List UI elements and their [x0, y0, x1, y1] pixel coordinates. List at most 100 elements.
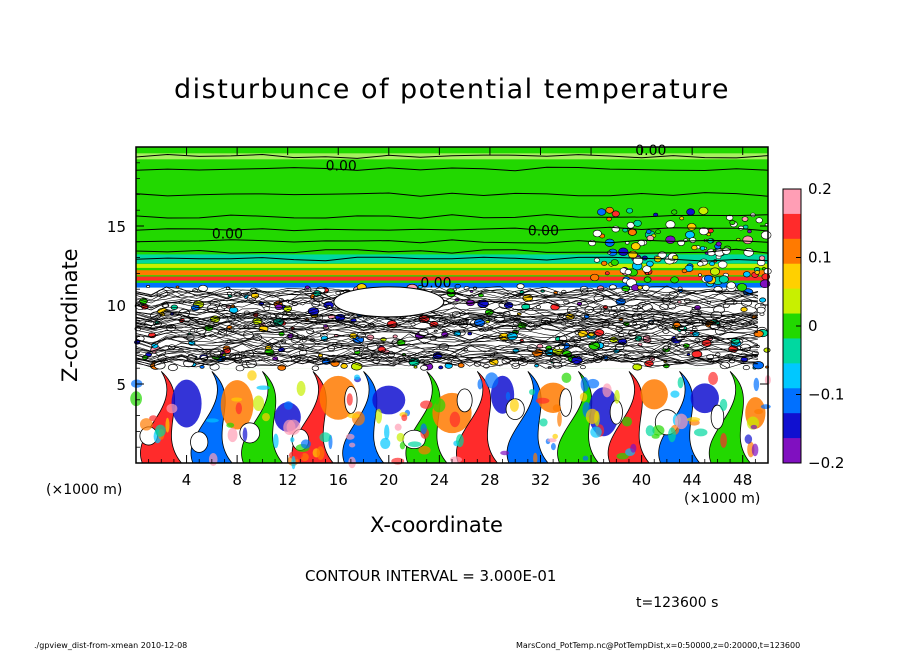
x-tick-label: 20 — [379, 471, 398, 489]
plume-hole — [456, 388, 473, 413]
mixed-blob — [742, 364, 750, 371]
lower-detail — [500, 450, 510, 456]
colorbar-tick-label: −0.2 — [808, 454, 844, 472]
contour-line — [135, 166, 769, 172]
lower-detail — [149, 415, 158, 422]
lower-detail — [399, 441, 406, 450]
contour-line — [135, 239, 769, 244]
contour-line — [135, 348, 758, 359]
mixed-blob — [438, 365, 444, 370]
lower-detail — [449, 411, 461, 428]
contour-line — [135, 285, 758, 297]
upper-turbulence — [643, 276, 652, 283]
mixed-blob — [534, 363, 539, 368]
upper-turbulence — [698, 227, 709, 236]
upper-turbulence — [698, 206, 709, 215]
contour-line — [135, 312, 758, 324]
x-tick-label: 8 — [232, 471, 242, 489]
lower-detail — [552, 433, 558, 440]
lower-detail — [346, 393, 353, 406]
upper-turbulence — [715, 241, 722, 247]
upper-turbulence — [741, 216, 749, 222]
y-tick-label: 10 — [107, 297, 126, 315]
mixed-blob — [506, 332, 518, 341]
mixed-blob — [759, 297, 767, 303]
x-tick-label: 32 — [531, 471, 550, 489]
mixed-blob — [756, 306, 766, 314]
plume — [557, 371, 600, 464]
upper-turbulence — [722, 247, 731, 255]
lower-detail — [347, 413, 360, 419]
y-tick-label: 5 — [116, 376, 126, 394]
upper-turbulence — [742, 224, 749, 230]
mixed-blob — [457, 362, 465, 368]
upper-turbulence — [726, 281, 736, 290]
upper-turbulence — [610, 259, 619, 266]
lower-detail — [668, 427, 676, 443]
contour-line — [135, 356, 758, 369]
lower-detail — [394, 423, 402, 431]
mixed-blob — [536, 343, 544, 349]
contour-line — [135, 306, 758, 318]
contour-line — [135, 332, 758, 346]
time-label: t=123600 s — [636, 595, 719, 611]
plume-hole — [710, 404, 725, 430]
chart-title: disturbunce of potential temperature — [174, 74, 730, 105]
mixed-blob — [367, 342, 379, 351]
lower-detail — [166, 403, 178, 414]
lower-detail — [645, 425, 655, 437]
mixed-blob — [516, 283, 525, 290]
upper-turbulence — [655, 229, 661, 235]
mixed-blob — [175, 285, 180, 289]
footer-command: ./gpview_dist-from-xmean 2010-12-08 — [34, 641, 188, 650]
contour-line — [135, 334, 759, 346]
lower-detail — [319, 432, 331, 443]
band-red — [136, 276, 768, 281]
contour-line — [135, 291, 758, 303]
contour-label: 0.00 — [326, 159, 357, 175]
lower-detail — [420, 400, 433, 409]
contour-line — [135, 316, 758, 328]
lower-detail — [557, 411, 562, 427]
colorbar-tick-label: 0.1 — [808, 249, 832, 267]
lower-detail — [652, 425, 665, 436]
contour-line — [135, 308, 758, 320]
contour-line — [135, 214, 769, 219]
upper-turbulence — [665, 220, 676, 229]
mixed-blob — [511, 362, 520, 370]
lower-detail — [535, 397, 550, 404]
lower-detail — [528, 388, 536, 395]
lower-detail — [407, 441, 422, 448]
contour-line — [135, 343, 759, 355]
colorbar-segment — [783, 338, 801, 364]
contour-line — [135, 153, 769, 159]
upper-turbulence — [624, 269, 632, 275]
lower-detail — [401, 414, 408, 422]
colorbar-segment — [783, 213, 801, 240]
x-tick-label: 16 — [329, 471, 348, 489]
upper-turbulence — [760, 230, 772, 240]
lower-detail — [719, 398, 728, 411]
contour-line — [135, 355, 758, 367]
colorbar-segment — [783, 238, 801, 265]
plume — [506, 371, 549, 464]
plume-hole — [190, 431, 209, 453]
x-tick-label: 24 — [430, 471, 449, 489]
upper-turbulence — [697, 261, 704, 267]
mixed-blob — [740, 306, 748, 312]
x-axis-label: X-coordinate — [370, 513, 503, 537]
lower-detail — [693, 428, 708, 437]
mixed-blob — [235, 364, 245, 372]
upper-turbulence — [726, 214, 734, 221]
upper-turbulence — [671, 209, 678, 215]
lower-detail — [686, 417, 701, 422]
contour-line — [135, 192, 769, 197]
upper-turbulence — [747, 229, 752, 234]
mixed-blob — [151, 343, 159, 349]
upper-turbulence — [630, 242, 641, 251]
lower-detail — [380, 437, 391, 449]
upper-turbulence — [709, 261, 715, 266]
lower-detail — [582, 455, 589, 461]
x-tick-label: 28 — [480, 471, 499, 489]
